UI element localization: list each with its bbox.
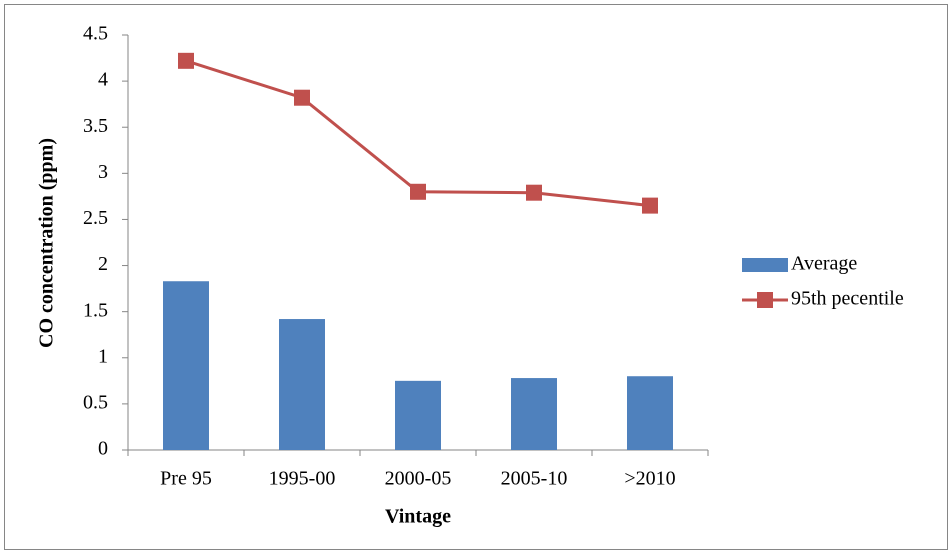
y-tick-label: 4.5 xyxy=(83,23,108,45)
y-tick-label: 0 xyxy=(98,438,108,460)
chart-border xyxy=(4,4,948,550)
y-tick-label: 1 xyxy=(98,345,108,367)
y-tick-label: 3.5 xyxy=(83,115,108,137)
bar xyxy=(279,319,325,450)
x-axis-title: Vintage xyxy=(385,506,451,528)
y-axis-title: CO concentration (ppm) xyxy=(36,138,58,348)
legend-label: 95th pecentile xyxy=(791,288,904,310)
x-tick-label: 2005-10 xyxy=(501,468,568,490)
x-tick-label: 2000-05 xyxy=(385,468,452,490)
y-tick-label: 1.5 xyxy=(83,299,108,321)
y-tick-label: 2.5 xyxy=(83,207,108,229)
legend-swatch xyxy=(742,258,788,272)
y-tick-label: 2 xyxy=(98,253,108,275)
marker xyxy=(178,52,194,69)
bar xyxy=(395,380,441,450)
x-tick-label: 1995-00 xyxy=(269,468,336,490)
marker xyxy=(294,89,310,106)
legend-label: Average xyxy=(791,253,857,275)
x-tick-label: >2010 xyxy=(624,468,675,490)
marker xyxy=(526,184,542,201)
x-tick-label: Pre 95 xyxy=(160,468,212,490)
marker xyxy=(642,197,658,214)
bar xyxy=(163,281,209,450)
y-tick-label: 0.5 xyxy=(83,391,108,413)
y-tick-label: 3 xyxy=(98,161,108,183)
bar xyxy=(511,378,557,450)
bar xyxy=(627,376,673,450)
y-tick-label: 4 xyxy=(98,69,108,91)
marker xyxy=(410,183,426,200)
legend-marker xyxy=(757,292,773,308)
